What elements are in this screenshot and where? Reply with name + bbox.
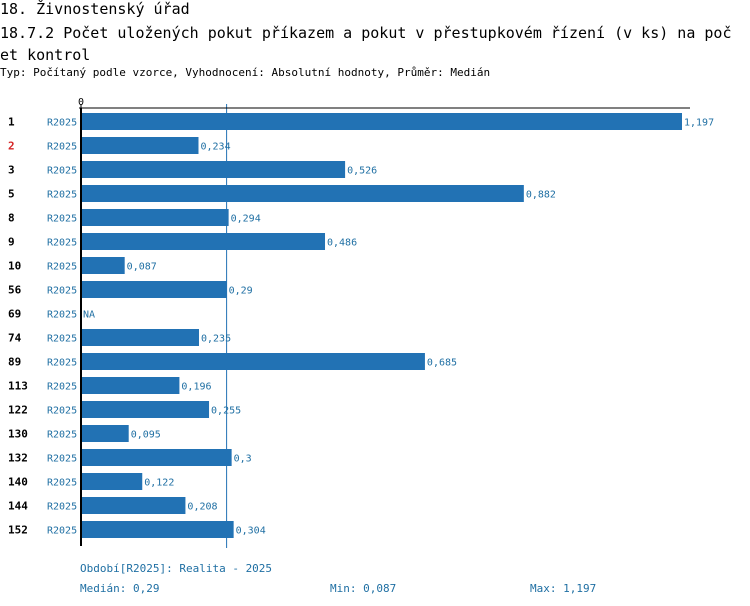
bar [81, 209, 229, 226]
page-title: 18. Živnostenský úřad [0, 0, 190, 18]
period-label: R2025 [47, 118, 77, 129]
period-label: R2025 [47, 382, 77, 393]
bar [81, 353, 425, 370]
category-label: 144 [8, 500, 28, 513]
value-label: 0,304 [236, 526, 266, 537]
bar [81, 473, 143, 490]
category-label: 89 [8, 356, 21, 369]
max-stat: Max: 1,197 [530, 582, 597, 595]
period-label: R2025 [47, 334, 77, 345]
category-label: 5 [8, 188, 15, 201]
value-label: 0,234 [200, 142, 230, 153]
bar [81, 161, 346, 178]
bar [81, 377, 180, 394]
median-stat: Medián: 0,29 [80, 582, 160, 595]
category-label: 152 [8, 524, 28, 537]
value-label: 0,3 [234, 454, 252, 465]
period-label: R2025 [47, 310, 77, 321]
chart-subtitle: 18.7.2 Počet uložených pokut příkazem a … [0, 24, 732, 64]
bar [81, 281, 227, 298]
period-note: Období[R2025]: Realita - 2025 [80, 562, 273, 575]
bar [81, 233, 326, 250]
category-label: 130 [8, 428, 28, 441]
period-label: R2025 [47, 166, 77, 177]
value-label: 0,685 [427, 358, 457, 369]
bar [81, 257, 125, 274]
category-label: 132 [8, 452, 28, 465]
category-label: 9 [8, 236, 15, 249]
category-label: 2 [8, 140, 15, 153]
period-label: R2025 [47, 406, 77, 417]
bar [81, 497, 186, 514]
category-label: 122 [8, 404, 28, 417]
period-label: R2025 [47, 454, 77, 465]
value-label: 0,208 [187, 502, 217, 513]
bar [81, 137, 199, 154]
value-label: 0,29 [229, 286, 253, 297]
category-label: 56 [8, 284, 22, 297]
value-label: 0,235 [201, 334, 231, 345]
period-label: R2025 [47, 286, 77, 297]
value-label: 0,122 [144, 478, 174, 489]
value-label: NA [83, 310, 95, 321]
category-label: 140 [8, 476, 28, 489]
period-label: R2025 [47, 358, 77, 369]
bar [81, 449, 232, 466]
value-label: 0,526 [347, 166, 377, 177]
period-label: R2025 [47, 214, 77, 225]
category-label: 3 [8, 164, 15, 177]
category-label: 10 [8, 260, 21, 273]
bar [81, 521, 234, 538]
value-label: 0,882 [526, 190, 556, 201]
period-label: R2025 [47, 502, 77, 513]
chart-meta: Typ: Počítaný podle vzorce, Vyhodnocení:… [0, 66, 491, 79]
value-label: 0,486 [327, 238, 357, 249]
bar [81, 185, 524, 202]
period-label: R2025 [47, 262, 77, 273]
category-label: 69 [8, 308, 21, 321]
value-label: 1,197 [684, 118, 714, 129]
x-tick-label: 0 [78, 97, 84, 108]
period-label: R2025 [47, 478, 77, 489]
min-stat: Min: 0,087 [330, 582, 397, 595]
value-label: 0,255 [211, 406, 241, 417]
category-label: 74 [8, 332, 22, 345]
period-label: R2025 [47, 238, 77, 249]
bar [81, 113, 682, 130]
value-label: 0,196 [181, 382, 211, 393]
category-label: 8 [8, 212, 15, 225]
bar [81, 401, 210, 418]
period-label: R2025 [47, 142, 77, 153]
period-label: R2025 [47, 430, 77, 441]
category-label: 113 [8, 380, 28, 393]
value-label: 0,294 [231, 214, 261, 225]
bar [81, 329, 199, 346]
bar [81, 425, 129, 442]
value-label: 0,095 [131, 430, 161, 441]
value-label: 0,087 [127, 262, 157, 273]
period-label: R2025 [47, 526, 77, 537]
category-label: 1 [8, 116, 15, 129]
period-label: R2025 [47, 190, 77, 201]
